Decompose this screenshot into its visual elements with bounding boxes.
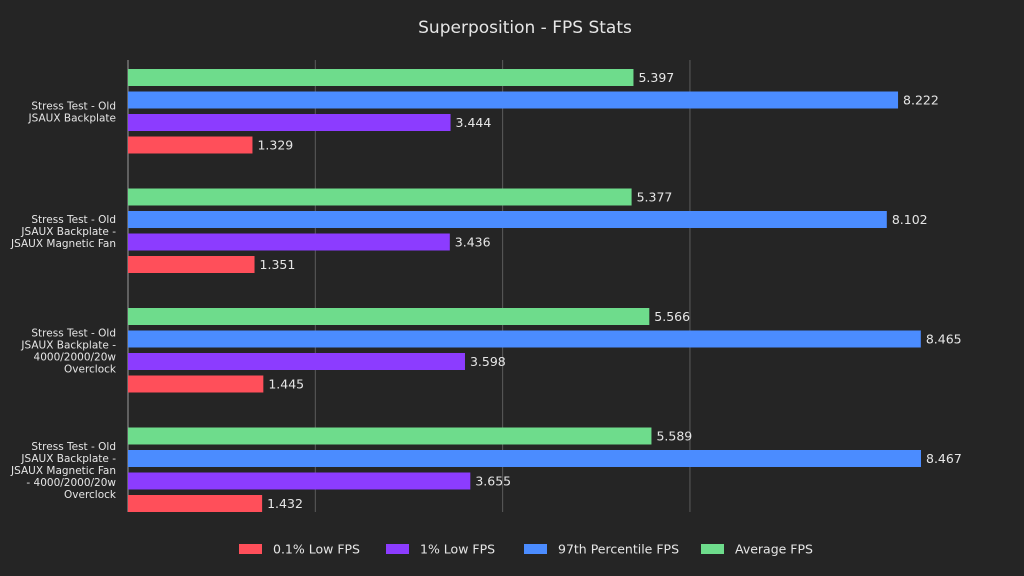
legend-swatch — [386, 544, 409, 554]
bar-value-label: 1.351 — [260, 257, 296, 272]
bar — [128, 211, 887, 228]
legend-swatch — [524, 544, 547, 554]
legend-label: 97th Percentile FPS — [558, 542, 679, 557]
bar — [128, 495, 263, 512]
bar — [128, 375, 264, 393]
bar-value-label: 3.655 — [475, 474, 511, 489]
bar-layer — [128, 69, 921, 512]
bar-value-label: 3.436 — [455, 235, 491, 250]
bar — [128, 114, 451, 131]
chart-title: Superposition - FPS Stats — [418, 18, 632, 38]
bar — [128, 308, 650, 325]
bar-value-label: 5.397 — [638, 70, 674, 85]
bar-value-label: 5.589 — [656, 429, 692, 444]
bar-value-label: 8.102 — [892, 212, 928, 227]
category-label: Stress Test - Old JSAUX Backplate — [28, 100, 116, 124]
category-label: Stress Test - Old JSAUX Backplate -JSAUX … — [10, 441, 117, 501]
legend-label: 0.1% Low FPS — [273, 542, 360, 557]
bar — [128, 69, 634, 86]
bar-value-label: 5.377 — [637, 190, 673, 205]
bar — [128, 450, 921, 467]
legend-swatch — [701, 544, 724, 554]
category-label: Stress Test - Old JSAUX Backplate -4000/2… — [20, 327, 116, 375]
legend-swatch — [239, 544, 262, 554]
legend: 0.1% Low FPS 1% Low FPS 97th Percentile FP… — [239, 542, 813, 557]
bar-value-label: 8.222 — [903, 93, 939, 108]
bar-value-label: 8.467 — [926, 451, 962, 466]
label-layer: 5.397 8.222 3.444 1.329 5.377 8.102 3.436 1.351… — [257, 70, 961, 511]
bar — [128, 256, 255, 273]
bar — [128, 136, 253, 154]
bar — [128, 188, 632, 206]
bar-value-label: 3.598 — [470, 354, 506, 369]
bar — [128, 427, 652, 445]
bar — [128, 472, 471, 490]
bar-value-label: 1.432 — [267, 496, 303, 511]
bar — [128, 233, 450, 251]
category-label: Stress Test - Old JSAUX Backplate -JSAUX … — [10, 214, 116, 250]
category-labels: Stress Test - Old JSAUX Backplate Stress T… — [10, 100, 117, 501]
bar — [128, 353, 465, 370]
bar — [128, 330, 921, 348]
bar-value-label: 3.444 — [456, 115, 492, 130]
bar-value-label: 8.465 — [926, 332, 962, 347]
bar — [128, 91, 899, 109]
bar-value-label: 1.445 — [268, 377, 304, 392]
bar-value-label: 1.329 — [257, 138, 293, 153]
legend-label: Average FPS — [735, 542, 813, 557]
legend-label: 1% Low FPS — [420, 542, 495, 557]
bar-value-label: 5.566 — [654, 309, 690, 324]
